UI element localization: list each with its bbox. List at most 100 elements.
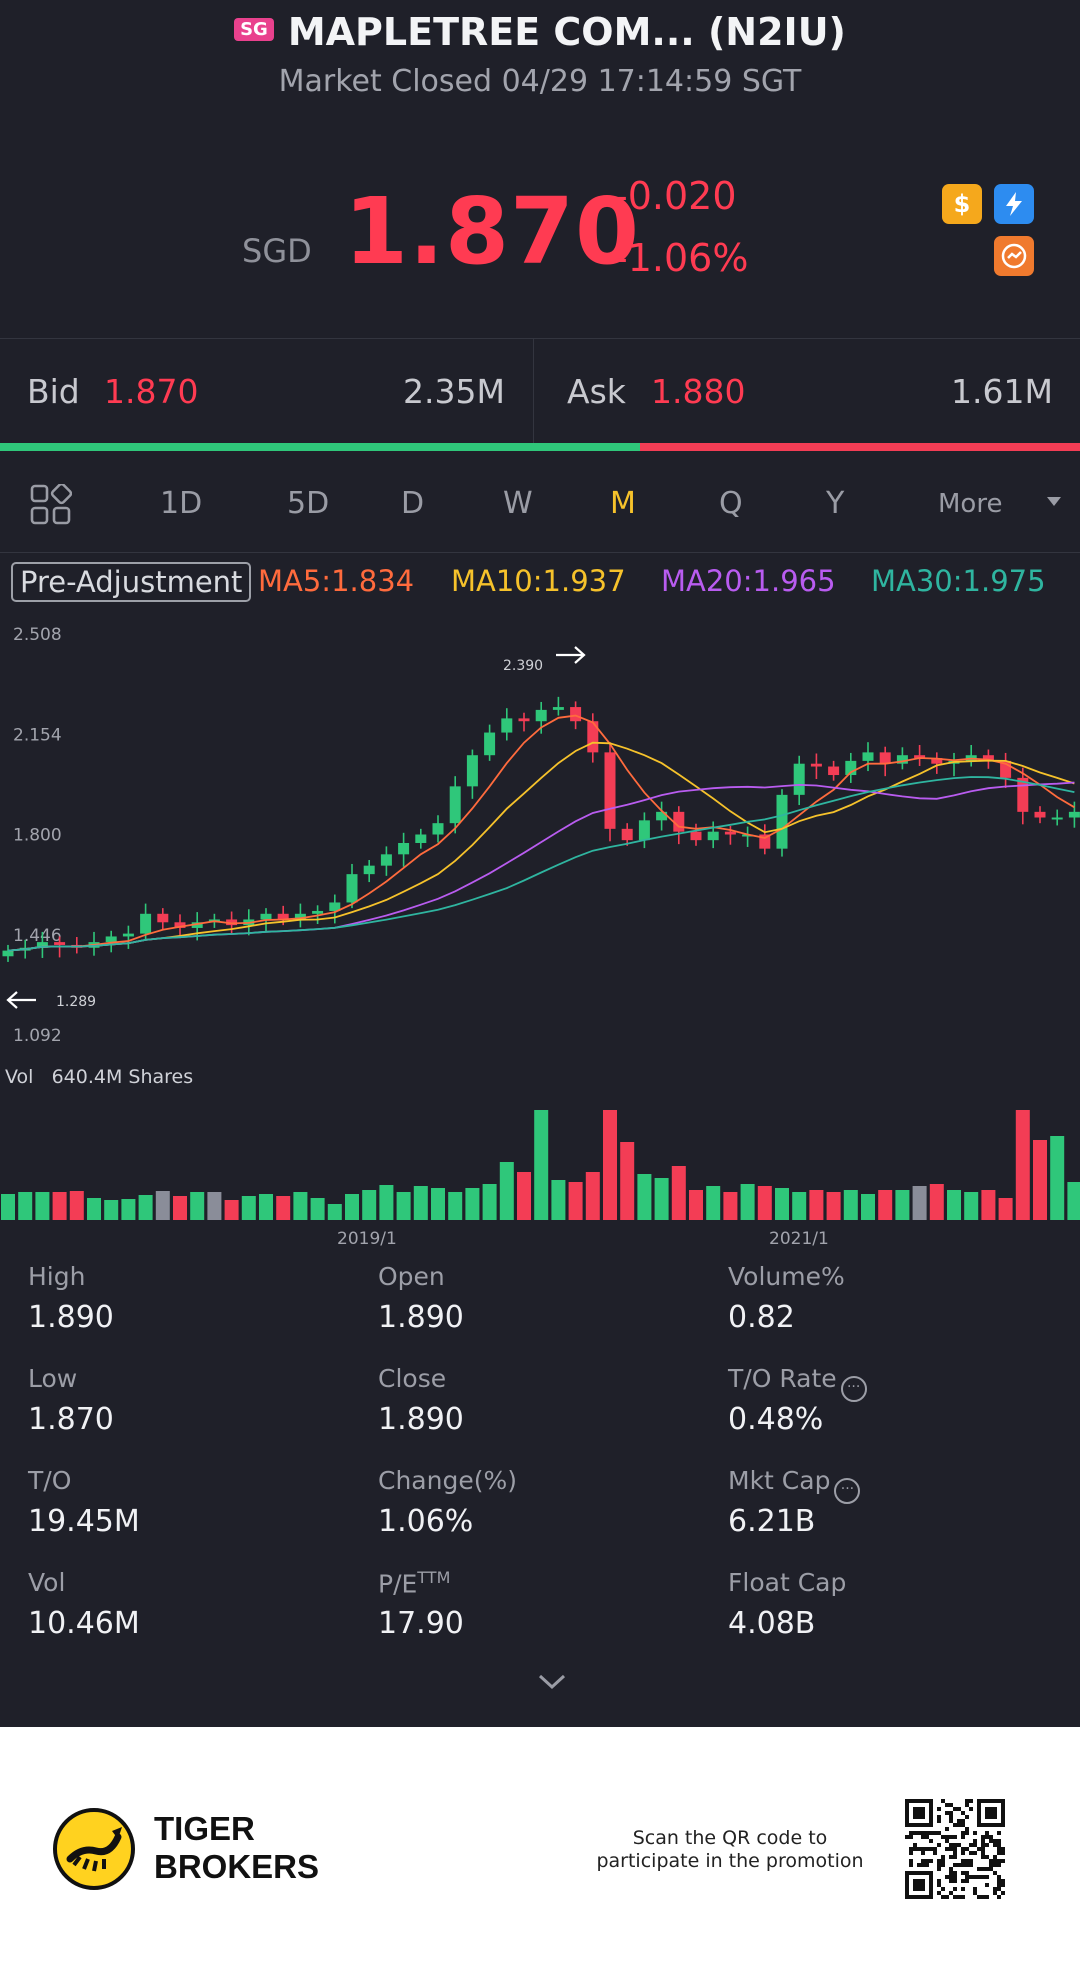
candle-body (879, 752, 891, 764)
price-tick-label: 1.092 (13, 1026, 62, 1046)
expand-chevron-icon[interactable] (536, 1672, 568, 1692)
volume-bar (998, 1198, 1013, 1220)
candle-body (982, 755, 994, 761)
candle-body (587, 721, 599, 753)
candle-body (828, 766, 840, 776)
price-change-pct: -1.06% (614, 236, 749, 280)
stat-value: 1.890 (378, 1300, 464, 1335)
volume-bar (396, 1192, 411, 1220)
stat-value: 0.82 (728, 1300, 795, 1335)
candle-body (432, 823, 444, 835)
volume-bar (534, 1110, 549, 1220)
candle-body (415, 834, 427, 843)
tab-5d[interactable]: 5D (287, 486, 330, 521)
candle-body (329, 902, 341, 911)
tiger-logo-icon (53, 1808, 135, 1890)
candle-body (363, 865, 375, 875)
price-change: -0.020 (614, 174, 737, 218)
candle-body (638, 820, 650, 841)
scan-line-2: participate in the promotion (596, 1850, 864, 1872)
volume-bar (929, 1184, 944, 1220)
volume-bar (757, 1186, 772, 1220)
promo-footer: TIGER BROKERS Scan the QR code to partic… (0, 1727, 1080, 1968)
volume-label: Vol 640.4M Shares (5, 1066, 193, 1088)
brand-name: TIGER BROKERS (154, 1810, 319, 1886)
stat-label: Float Cap (728, 1568, 847, 1597)
stat-value: 6.21B (728, 1504, 816, 1539)
volume-bar (1033, 1140, 1047, 1220)
moving-average-row: Pre-Adjustment MA5:1.834 MA10:1.937 MA20… (0, 562, 1080, 606)
candle-body (552, 707, 564, 710)
tab-y[interactable]: Y (826, 486, 845, 521)
chevron-down-icon[interactable] (1046, 496, 1062, 508)
volume-value: 640.4M Shares (51, 1066, 194, 1088)
candle-body (862, 752, 874, 761)
candle-body (294, 913, 306, 920)
stat-label: Change(%) (378, 1466, 517, 1495)
bid-label: Bid (27, 372, 80, 411)
volume-bar (637, 1174, 652, 1220)
time-tick-label: 2021/1 (769, 1229, 829, 1249)
divider (0, 552, 1080, 553)
volume-bar (310, 1198, 325, 1220)
candle-body (277, 913, 289, 920)
stat-label: Volume% (728, 1262, 845, 1291)
volume-bar (293, 1192, 308, 1220)
volume-bar (69, 1191, 84, 1220)
more-info-icon[interactable]: ··· (834, 1478, 861, 1504)
candle-body (810, 763, 822, 767)
candle-body (535, 709, 547, 722)
stat-label: Low (28, 1364, 78, 1393)
ask-price: 1.880 (651, 372, 746, 411)
stat-value: 4.08B (728, 1606, 816, 1641)
candle-body (1017, 777, 1029, 812)
brand-line-2: BROKERS (154, 1848, 320, 1885)
volume-bar (87, 1198, 101, 1220)
tab-d[interactable]: D (401, 486, 425, 521)
app-screen (0, 0, 1080, 1727)
candle-body (742, 834, 754, 837)
candle-body (570, 707, 582, 722)
volume-bar (173, 1196, 187, 1220)
tab-w[interactable]: W (503, 486, 533, 521)
volume-bar (843, 1190, 858, 1220)
volume-bar (568, 1182, 583, 1220)
stat-value: 1.870 (28, 1402, 114, 1437)
ma5-line (7, 714, 1075, 952)
volume-bar (259, 1194, 273, 1220)
ratings-badge-icon[interactable] (994, 236, 1034, 276)
ma10-value: MA10:1.937 (451, 564, 626, 598)
stock-title: SG MAPLETREE COM... (N2IU) (0, 10, 1080, 54)
volume-bar (362, 1190, 377, 1220)
candle-body (174, 922, 186, 928)
volume-bar (224, 1200, 239, 1220)
tab-1d[interactable]: 1D (160, 486, 203, 521)
volume-bar (775, 1188, 789, 1220)
dollar-badge-icon[interactable]: $ (942, 184, 982, 224)
candle-body (380, 854, 392, 866)
more-info-icon[interactable]: ··· (840, 1376, 867, 1402)
chart-layout-icon[interactable] (30, 484, 72, 526)
stat-value: 19.45M (28, 1504, 140, 1539)
candle-body (1034, 811, 1046, 818)
tab-m[interactable]: M (610, 486, 636, 521)
pre-adjustment-toggle[interactable]: Pre-Adjustment (11, 562, 252, 602)
tab-more[interactable]: More (938, 489, 1003, 519)
stat-label: High (28, 1262, 86, 1291)
bid-ask-divider (533, 338, 534, 444)
ma20-value: MA20:1.965 (661, 564, 836, 598)
volume-bar (603, 1110, 617, 1220)
candle-body (36, 942, 48, 948)
stat-value: 0.48% (728, 1402, 824, 1437)
volume-bar (517, 1172, 531, 1220)
tab-q[interactable]: Q (719, 486, 743, 521)
volume-bar (207, 1192, 222, 1220)
ask-strength-bar (640, 443, 1080, 451)
candle-body (226, 919, 238, 926)
market-badge: SG (234, 18, 274, 41)
lightning-badge-icon[interactable] (994, 184, 1034, 224)
qr-code (905, 1799, 1005, 1899)
bid-strength-bar (0, 443, 641, 451)
stat-label: T/O (28, 1466, 72, 1495)
